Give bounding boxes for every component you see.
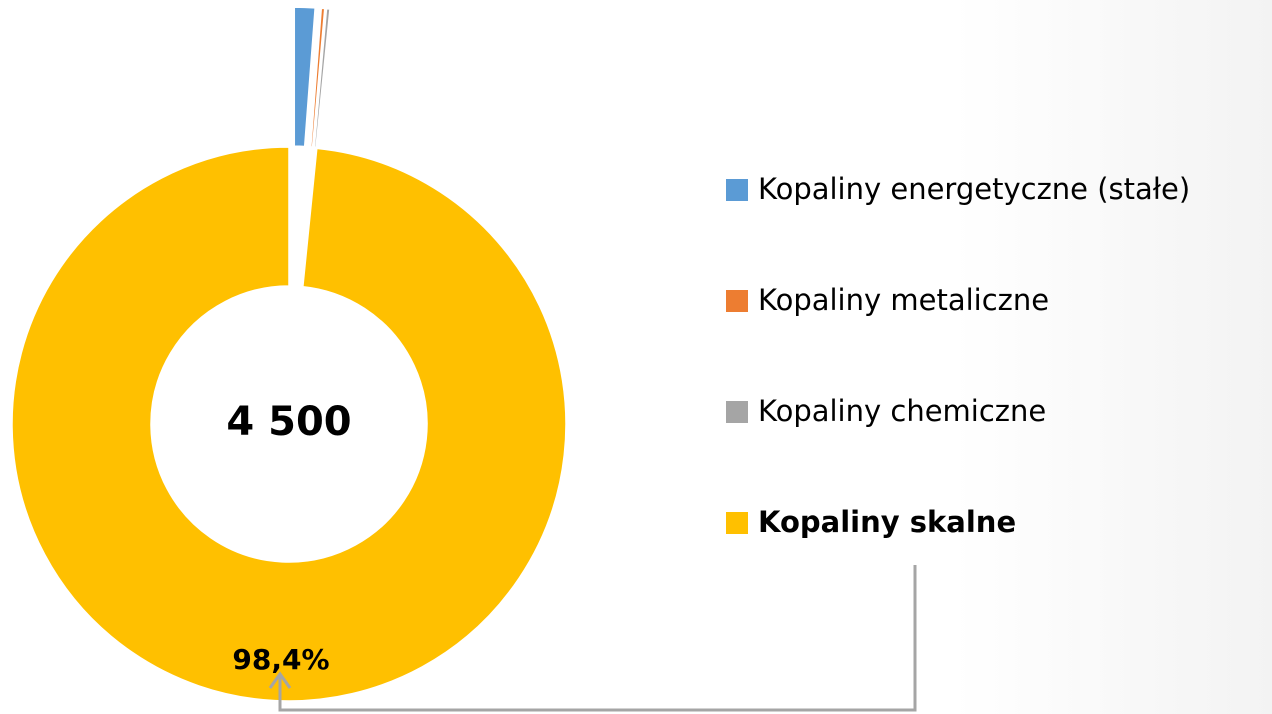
legend-label: Kopaliny skalne bbox=[758, 505, 1016, 539]
slice bbox=[11, 146, 567, 702]
connector-arrow bbox=[278, 565, 917, 712]
donut bbox=[11, 6, 567, 702]
legend-swatch bbox=[726, 512, 748, 534]
legend-label: Kopaliny energetyczne (stałe) bbox=[758, 172, 1190, 206]
legend-swatch bbox=[726, 179, 748, 201]
legend: Kopaliny energetyczne (stałe) Kopaliny me… bbox=[726, 172, 1190, 539]
center-label: 4 500 bbox=[226, 399, 351, 445]
legend-swatch bbox=[726, 290, 748, 312]
legend-swatch bbox=[726, 401, 748, 423]
legend-label: Kopaliny metaliczne bbox=[758, 283, 1049, 317]
slice bbox=[310, 7, 326, 148]
arrow-head bbox=[268, 671, 292, 689]
value-label: 98,4% bbox=[232, 643, 329, 676]
slice bbox=[313, 7, 331, 149]
slice bbox=[293, 6, 316, 148]
legend-label: Kopaliny chemiczne bbox=[758, 394, 1046, 428]
